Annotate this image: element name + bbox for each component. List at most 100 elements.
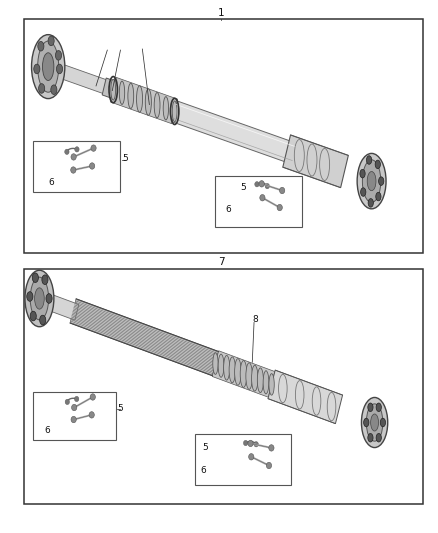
Ellipse shape — [248, 440, 253, 447]
Ellipse shape — [375, 160, 381, 168]
Ellipse shape — [244, 440, 248, 446]
Ellipse shape — [368, 403, 373, 411]
Ellipse shape — [366, 404, 383, 441]
Polygon shape — [110, 77, 177, 124]
Text: 6: 6 — [201, 466, 207, 474]
Ellipse shape — [246, 363, 252, 390]
Ellipse shape — [240, 360, 247, 387]
Ellipse shape — [376, 192, 381, 201]
Ellipse shape — [71, 154, 76, 160]
Ellipse shape — [380, 418, 385, 427]
Ellipse shape — [34, 64, 40, 74]
Ellipse shape — [71, 405, 77, 411]
Ellipse shape — [38, 41, 59, 92]
Ellipse shape — [65, 399, 70, 405]
Ellipse shape — [213, 353, 218, 374]
Ellipse shape — [263, 371, 269, 394]
Ellipse shape — [360, 188, 366, 196]
Ellipse shape — [128, 83, 134, 109]
Bar — [215, 176, 302, 227]
Ellipse shape — [32, 273, 39, 282]
Ellipse shape — [90, 394, 95, 400]
Ellipse shape — [75, 147, 79, 152]
Ellipse shape — [46, 294, 52, 303]
Text: 7: 7 — [218, 257, 225, 267]
Ellipse shape — [74, 397, 79, 402]
Ellipse shape — [249, 454, 254, 460]
Ellipse shape — [254, 442, 258, 447]
Ellipse shape — [39, 84, 45, 93]
Ellipse shape — [376, 403, 381, 411]
Ellipse shape — [368, 433, 373, 442]
Ellipse shape — [71, 167, 76, 173]
Polygon shape — [268, 370, 343, 424]
Ellipse shape — [42, 275, 48, 285]
Polygon shape — [70, 299, 219, 376]
Ellipse shape — [251, 365, 258, 391]
Ellipse shape — [91, 145, 96, 151]
Bar — [195, 434, 291, 485]
Bar — [24, 19, 423, 253]
Ellipse shape — [119, 81, 125, 104]
Bar — [33, 141, 120, 192]
Ellipse shape — [35, 288, 44, 309]
Ellipse shape — [269, 445, 274, 451]
Polygon shape — [172, 101, 297, 164]
Ellipse shape — [27, 292, 33, 301]
Ellipse shape — [30, 277, 49, 320]
Ellipse shape — [277, 204, 283, 211]
Ellipse shape — [57, 64, 63, 74]
Ellipse shape — [367, 172, 376, 191]
Ellipse shape — [265, 183, 269, 189]
Ellipse shape — [65, 149, 69, 155]
Polygon shape — [102, 78, 117, 99]
Ellipse shape — [376, 433, 381, 442]
Polygon shape — [212, 351, 275, 397]
Ellipse shape — [266, 462, 272, 469]
Ellipse shape — [368, 199, 373, 207]
Ellipse shape — [111, 79, 116, 100]
Ellipse shape — [229, 357, 236, 383]
Ellipse shape — [30, 311, 36, 321]
Bar — [24, 269, 423, 504]
Ellipse shape — [371, 414, 378, 431]
Ellipse shape — [378, 177, 384, 185]
Ellipse shape — [279, 187, 285, 193]
Polygon shape — [61, 65, 108, 94]
Ellipse shape — [137, 86, 143, 112]
Ellipse shape — [154, 93, 160, 118]
Ellipse shape — [89, 411, 94, 418]
Text: 5: 5 — [202, 443, 208, 452]
Ellipse shape — [172, 101, 177, 122]
Ellipse shape — [48, 36, 54, 46]
Ellipse shape — [32, 35, 65, 99]
Polygon shape — [283, 135, 348, 188]
Ellipse shape — [357, 154, 386, 209]
Ellipse shape — [269, 374, 274, 395]
Ellipse shape — [145, 89, 152, 115]
Ellipse shape — [42, 53, 54, 80]
Ellipse shape — [362, 160, 381, 203]
Ellipse shape — [40, 315, 46, 325]
Ellipse shape — [25, 270, 54, 327]
Ellipse shape — [224, 356, 230, 380]
Ellipse shape — [367, 156, 372, 164]
Text: 5: 5 — [240, 183, 246, 192]
Text: 6: 6 — [225, 205, 231, 214]
Ellipse shape — [364, 418, 369, 427]
Ellipse shape — [89, 163, 95, 169]
Text: 1: 1 — [218, 9, 225, 18]
Ellipse shape — [258, 368, 263, 393]
Ellipse shape — [260, 195, 265, 201]
Text: 5: 5 — [122, 155, 128, 163]
Text: 8: 8 — [252, 316, 258, 324]
Ellipse shape — [360, 169, 365, 178]
Bar — [33, 392, 116, 440]
Ellipse shape — [51, 85, 57, 94]
Ellipse shape — [38, 42, 44, 51]
Ellipse shape — [235, 359, 241, 385]
Ellipse shape — [56, 51, 62, 60]
Text: 6: 6 — [49, 178, 55, 187]
Text: 6: 6 — [44, 426, 50, 434]
Ellipse shape — [218, 354, 224, 377]
